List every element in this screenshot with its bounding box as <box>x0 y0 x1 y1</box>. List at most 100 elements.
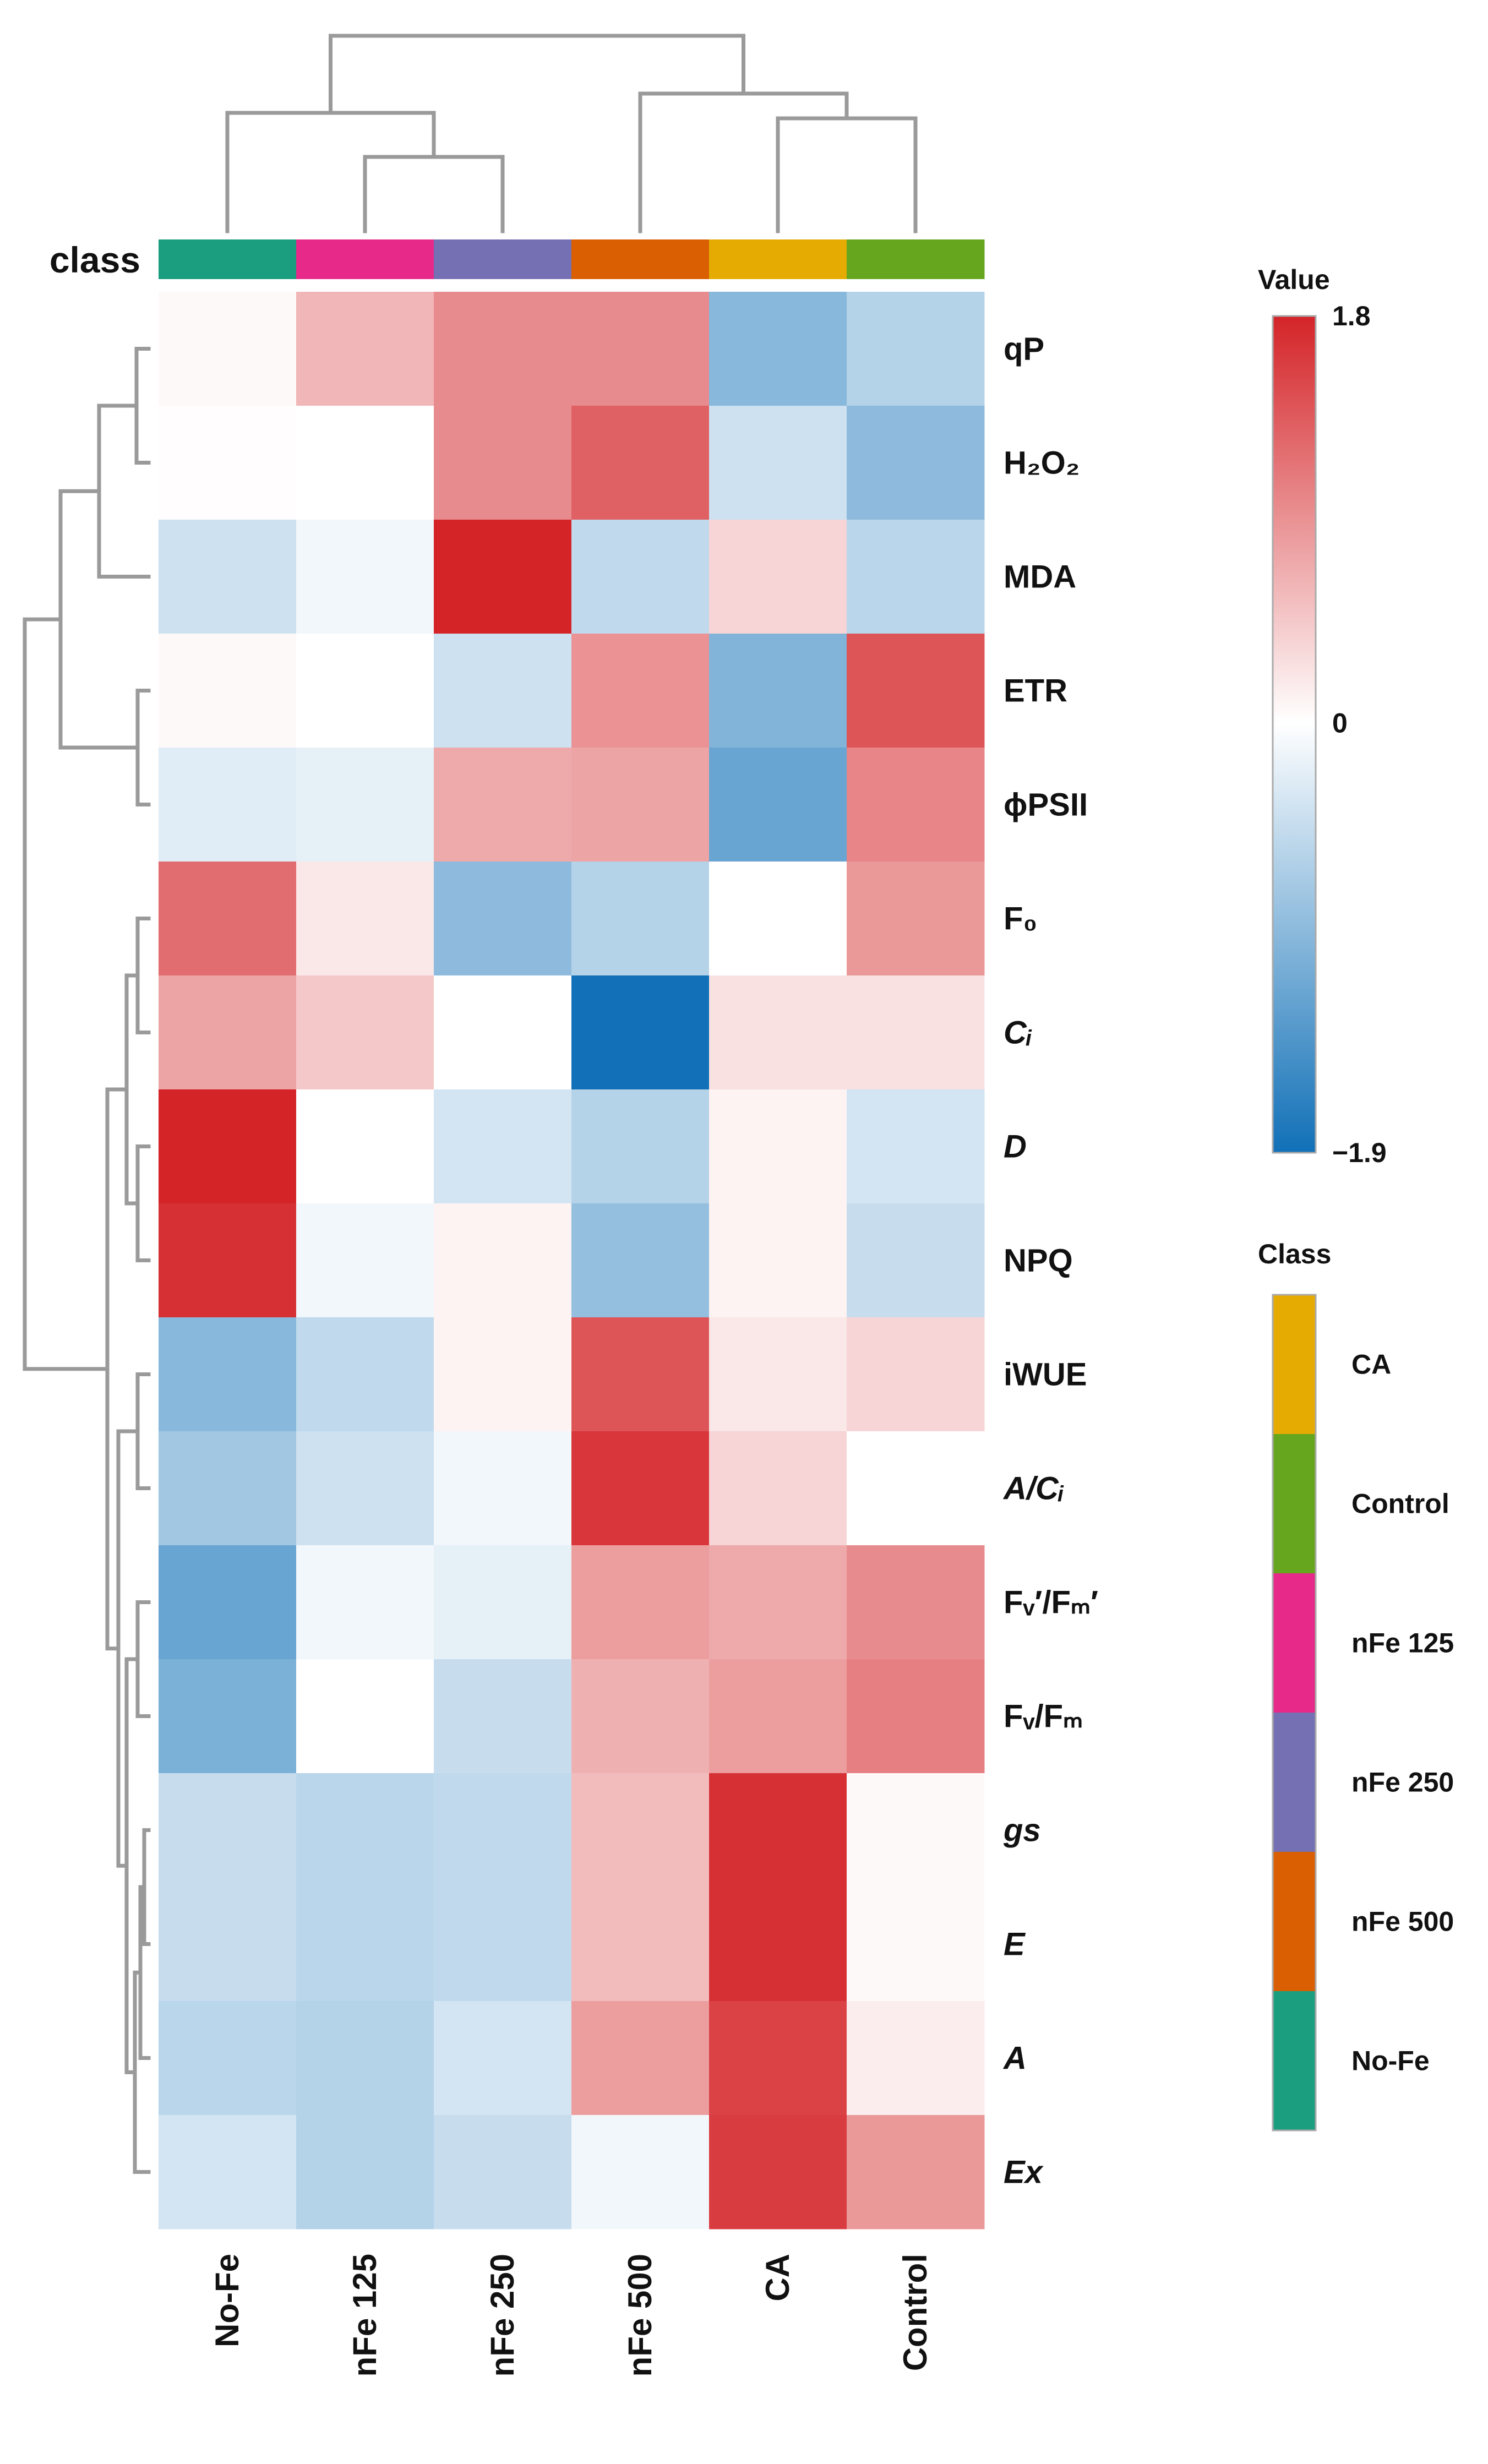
row-label-etr: ETR <box>1004 673 1067 709</box>
class-legend-label-ca: CA <box>1351 1349 1391 1380</box>
heatmap-cell-d-no-fe <box>159 1089 297 1204</box>
heatmap-cell-a-no-fe <box>159 2001 297 2116</box>
class-legend-swatch-control <box>1273 1434 1316 1574</box>
heatmap-cell-f0-nfe-125 <box>296 862 434 976</box>
row-label-a-ci: A/Cᵢ <box>1002 1471 1064 1507</box>
row-label-ex: Ex <box>1004 2155 1044 2190</box>
heatmap-cell-a-ci-nfe-500 <box>571 1431 710 1546</box>
row-dendrogram-link <box>23 617 110 1371</box>
heatmap-cell-iwue-no-fe <box>159 1317 297 1432</box>
heatmap-cell-npq-ca <box>709 1203 847 1318</box>
column-dendrogram-link <box>363 155 505 233</box>
heatmap-cell-ex-ca <box>709 2115 847 2229</box>
class-legend: CA Control nFe 125 nFe 250 nFe 500 No-Fe <box>1272 1294 1454 2132</box>
heatmap-cell-psii-nfe-500 <box>571 748 710 862</box>
column-label-nfe-125: nFe 125 <box>346 2254 383 2376</box>
column-dendrogram-link <box>776 116 918 233</box>
heatmap-cell-fv-fm-control <box>847 1545 985 1660</box>
heatmap-cell-ex-no-fe <box>159 2115 297 2229</box>
heatmap-cell-ci-nfe-500 <box>571 975 710 1090</box>
color-scale-ticks: 1.8 0 −1.9 <box>1332 301 1387 1168</box>
heatmap-cell-ci-nfe-125 <box>296 975 434 1090</box>
heatmap-cell-h2o2-ca <box>709 406 847 520</box>
heatmap-cell-etr-control <box>847 634 985 748</box>
heatmap-cell-mda-nfe-125 <box>296 520 434 634</box>
heatmap-cell-fv-fm-nfe-125 <box>296 1659 434 1774</box>
heatmap-cell-npq-nfe-125 <box>296 1203 434 1318</box>
heatmap-cell-d-nfe-500 <box>571 1089 710 1204</box>
heatmap-cell-etr-nfe-500 <box>571 634 710 748</box>
heatmap-cell-fv-fm-control <box>847 1659 985 1774</box>
class-legend-label-nfe-250: nFe 250 <box>1351 1767 1454 1798</box>
row-label-fv-fm: Fᵥ′/Fₘ′ <box>1004 1585 1098 1621</box>
heatmap-cell-f0-ca <box>709 862 847 976</box>
column-label-nfe-500: nFe 500 <box>622 2254 658 2376</box>
heatmap-cell-a-nfe-500 <box>571 2001 710 2116</box>
heatmap-cell-npq-control <box>847 1203 985 1318</box>
class-bar-nfe-500 <box>571 239 710 279</box>
heatmap-cell-gs-nfe-500 <box>571 1773 710 1888</box>
column-dendrogram-link <box>638 91 849 233</box>
heatmap-cell-e-control <box>847 1887 985 2002</box>
row-label-psii: ϕPSII <box>1004 787 1088 823</box>
heatmap-cell-h2o2-nfe-250 <box>434 406 572 520</box>
row-label-f0: F₀ <box>1004 901 1038 937</box>
color-scale-bar <box>1272 315 1317 1154</box>
heatmap-cell-mda-control <box>847 520 985 634</box>
class-legend-swatch-ca <box>1273 1295 1316 1435</box>
heatmap-cell-iwue-nfe-500 <box>571 1317 710 1432</box>
heatmap-cell-f0-no-fe <box>159 862 297 976</box>
column-dendrogram-link <box>329 34 745 115</box>
heatmap-cell-gs-no-fe <box>159 1773 297 1888</box>
heatmap-cell-ci-no-fe <box>159 975 297 1090</box>
heatmap-cell-npq-no-fe <box>159 1203 297 1318</box>
heatmap-cell-ex-nfe-250 <box>434 2115 572 2229</box>
heatmap-cell-iwue-ca <box>709 1317 847 1432</box>
row-label-d: D <box>1004 1129 1027 1165</box>
heatmap-cell-fv-fm-nfe-500 <box>571 1659 710 1774</box>
heatmap-cell-psii-no-fe <box>159 748 297 862</box>
heatmap-cell-e-nfe-250 <box>434 1887 572 2002</box>
heatmap-cell-fv-fm-nfe-500 <box>571 1545 710 1660</box>
class-legend-label-nfe-500: nFe 500 <box>1351 1906 1454 1937</box>
heatmap-cell-fv-fm-no-fe <box>159 1545 297 1660</box>
heatmap-cell-qp-control <box>847 292 985 406</box>
row-label-gs: gs <box>1003 1813 1041 1849</box>
heatmap-cell-f0-control <box>847 862 985 976</box>
heatmap-cell-a-ci-ca <box>709 1431 847 1546</box>
class-legend-swatch-no-fe <box>1273 1991 1316 2131</box>
heatmap-cell-d-nfe-125 <box>296 1089 434 1204</box>
column-label-no-fe: No-Fe <box>209 2254 246 2347</box>
row-label-qp: qP <box>1004 331 1044 367</box>
column-label-control: Control <box>897 2254 934 2371</box>
row-label-iwue: iWUE <box>1004 1357 1087 1393</box>
heatmap-cell-gs-nfe-125 <box>296 1773 434 1888</box>
class-bar-nfe-250 <box>434 239 572 279</box>
heatmap-cell-qp-nfe-125 <box>296 292 434 406</box>
column-dendrogram <box>225 34 918 233</box>
heatmap-cell-mda-nfe-250 <box>434 520 572 634</box>
heatmap-cell-a-ci-no-fe <box>159 1431 297 1546</box>
heatmap-cell-fv-fm-ca <box>709 1659 847 1774</box>
row-label-a: A <box>1002 2041 1027 2076</box>
column-dendrogram-link <box>225 111 436 233</box>
heatmap-cell-iwue-nfe-250 <box>434 1317 572 1432</box>
heatmap-cell-h2o2-no-fe <box>159 406 297 520</box>
column-labels: No-Fe nFe 125 nFe 250 nFe 500 CA Control <box>209 2254 934 2376</box>
heatmap-cell-ex-nfe-125 <box>296 2115 434 2229</box>
class-annotation-bar <box>159 239 985 279</box>
class-legend-swatch-nfe-125 <box>1273 1573 1316 1713</box>
heatmap-cell-e-nfe-500 <box>571 1887 710 2002</box>
row-label-e: E <box>1004 1927 1026 1963</box>
heatmap-cell-ci-control <box>847 975 985 1090</box>
color-scale-title: Value <box>1258 264 1330 295</box>
heatmap-cell-iwue-nfe-125 <box>296 1317 434 1432</box>
row-dendrogram-link <box>97 404 151 579</box>
heatmap-cell-a-ca <box>709 2001 847 2116</box>
row-dendrogram <box>23 347 151 2174</box>
heatmap-cell-h2o2-nfe-500 <box>571 406 710 520</box>
heatmap-cell-e-no-fe <box>159 1887 297 2002</box>
heatmap-cell-ex-control <box>847 2115 985 2229</box>
heatmap-cell-a-control <box>847 2001 985 2116</box>
